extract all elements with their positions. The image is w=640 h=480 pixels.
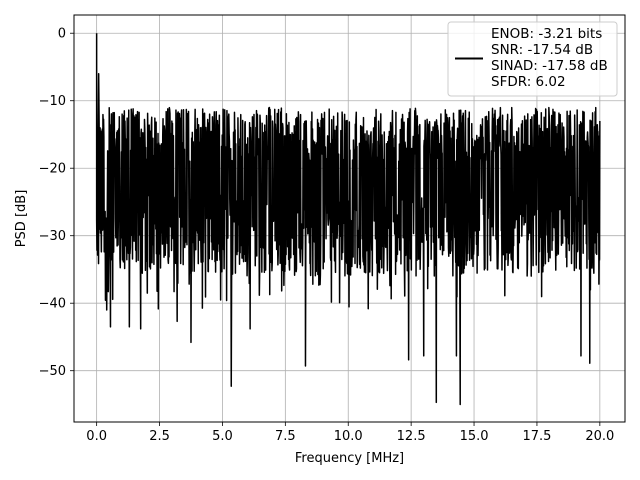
x-tick-label: 17.5 [522,429,551,444]
x-tick-label: 7.5 [275,429,296,444]
plot-area [95,33,601,406]
y-tick-label: −50 [39,364,66,379]
psd-trace [95,33,601,406]
plot-frame [73,14,626,423]
x-tick-label: 2.5 [149,429,170,444]
y-tick-label: −30 [39,229,66,244]
y-axis-ticks: 0 −10 −20 −30 −40 −50 [39,27,74,379]
x-axis-ticks: 0.0 2.5 5.0 7.5 10.0 12.5 15.0 17.5 20.0 [86,422,614,444]
x-tick-label: 20.0 [585,429,614,444]
x-tick-label: 10.0 [334,429,363,444]
x-axis-label: Frequency [MHz] [295,451,404,466]
x-tick-label: 12.5 [397,429,426,444]
y-tick-label: −20 [39,162,66,177]
legend-line-sinad: SINAD: -17.58 dB [491,58,608,74]
x-tick-label: 5.0 [212,429,233,444]
y-tick-label: −40 [39,297,66,312]
y-tick-label: −10 [39,94,66,109]
legend-line-sfdr: SFDR: 6.02 [491,74,566,90]
x-tick-label: 0.0 [86,429,107,444]
legend-box [447,21,618,97]
legend-line-enob: ENOB: -3.21 bits [491,26,602,42]
legend: ENOB: -3.21 bits SNR: -17.54 dB SINAD: -… [447,21,618,97]
x-tick-label: 15.0 [460,429,489,444]
y-axis-label: PSD [dB] [14,190,29,248]
legend-line-snr: SNR: -17.54 dB [491,42,593,58]
y-tick-label: 0 [58,27,66,42]
